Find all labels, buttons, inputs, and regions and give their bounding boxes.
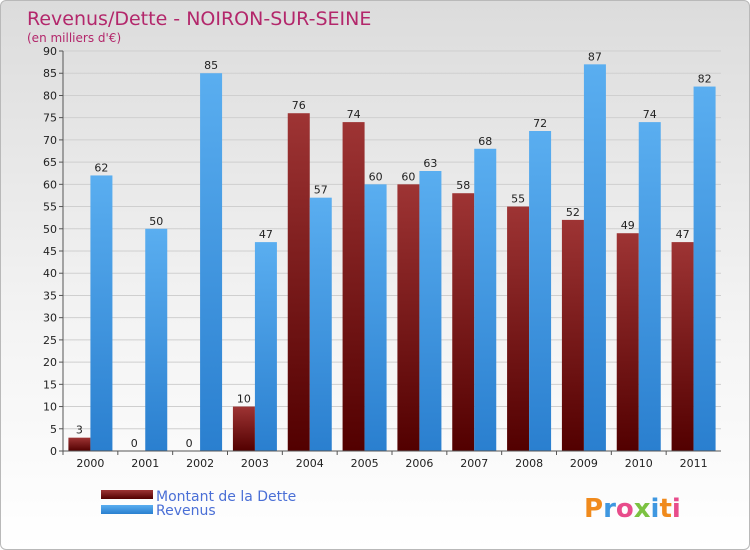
bar-dette bbox=[671, 242, 694, 451]
y-tick-label: 40 bbox=[43, 267, 57, 280]
x-tick-label: 2002 bbox=[186, 457, 214, 470]
y-tick-label: 35 bbox=[43, 289, 57, 302]
y-tick-label: 15 bbox=[43, 378, 57, 391]
y-tick-label: 45 bbox=[43, 245, 57, 258]
bars bbox=[68, 64, 716, 452]
x-tick-label: 2009 bbox=[570, 457, 598, 470]
data-label: 0 bbox=[131, 437, 138, 450]
data-label: 74 bbox=[347, 108, 361, 121]
bar-dette bbox=[287, 113, 310, 451]
data-label: 72 bbox=[533, 117, 547, 130]
chart-subtitle: (en milliers d'€) bbox=[27, 31, 121, 45]
bar-revenus bbox=[474, 148, 497, 451]
data-label: 55 bbox=[511, 193, 525, 206]
data-label: 57 bbox=[314, 184, 328, 197]
data-label: 58 bbox=[456, 179, 470, 192]
data-label: 0 bbox=[186, 437, 193, 450]
y-tick-label: 55 bbox=[43, 201, 57, 214]
legend-swatch-debt bbox=[101, 490, 153, 499]
x-tick-label: 2001 bbox=[131, 457, 159, 470]
bar-revenus bbox=[254, 242, 277, 451]
bar-revenus bbox=[638, 122, 661, 451]
y-tick-label: 75 bbox=[43, 112, 57, 125]
data-label: 47 bbox=[676, 228, 690, 241]
bar-revenus bbox=[145, 228, 168, 451]
data-label: 85 bbox=[204, 59, 218, 72]
bar-revenus bbox=[693, 86, 716, 452]
legend-label-debt: Montant de la Dette bbox=[156, 489, 296, 505]
bar-revenus bbox=[529, 131, 552, 451]
data-label: 68 bbox=[478, 135, 492, 148]
y-tick-label: 10 bbox=[43, 401, 57, 414]
x-tick-label: 2011 bbox=[680, 457, 708, 470]
bar-dette bbox=[342, 122, 365, 451]
bar-dette bbox=[561, 219, 584, 451]
x-tick-label: 2003 bbox=[241, 457, 269, 470]
x-axis-ticks: 2000 2001 2002 2003 2004 2005 2006 2007 2008 2009… bbox=[62, 451, 708, 470]
logo-letter: P bbox=[584, 494, 603, 524]
data-label: 82 bbox=[698, 73, 712, 86]
data-labels: 3 62 0 50 0 85 10 47 76 57 74 60 60 63 58 68 55 72 52 87 49 7… bbox=[76, 50, 712, 450]
logo-letter: t bbox=[659, 494, 671, 524]
logo-letter: x bbox=[634, 494, 651, 524]
legend: Montant de la Dette Revenus bbox=[101, 489, 296, 519]
x-tick-label: 2006 bbox=[405, 457, 433, 470]
y-tick-label: 70 bbox=[43, 134, 57, 147]
bar-dette bbox=[452, 193, 475, 451]
logo-letter: i bbox=[651, 494, 660, 524]
data-label: 60 bbox=[369, 170, 383, 183]
legend-swatch-revenus bbox=[101, 505, 153, 514]
data-label: 62 bbox=[94, 161, 108, 174]
data-label: 87 bbox=[588, 50, 602, 63]
data-label: 74 bbox=[643, 108, 657, 121]
bar-revenus bbox=[364, 184, 387, 452]
y-tick-label: 30 bbox=[43, 312, 57, 325]
y-tick-label: 60 bbox=[43, 178, 57, 191]
logo-letter: r bbox=[603, 494, 616, 524]
x-tick-label: 2008 bbox=[515, 457, 543, 470]
y-tick-label: 5 bbox=[50, 423, 57, 436]
x-tick-label: 2010 bbox=[625, 457, 653, 470]
y-tick-label: 85 bbox=[43, 67, 57, 80]
bar-revenus bbox=[419, 171, 442, 451]
data-label: 10 bbox=[237, 393, 251, 406]
y-tick-label: 50 bbox=[43, 223, 57, 236]
x-tick-label: 2004 bbox=[296, 457, 324, 470]
data-label: 63 bbox=[423, 157, 437, 170]
bar-dette bbox=[397, 184, 420, 452]
data-label: 49 bbox=[621, 219, 635, 232]
data-label: 76 bbox=[292, 99, 306, 112]
data-label: 47 bbox=[259, 228, 273, 241]
proxiti-logo: Proxiti bbox=[584, 494, 681, 524]
data-label: 3 bbox=[76, 424, 83, 437]
bar-revenus bbox=[309, 197, 332, 451]
bar-dette bbox=[507, 206, 530, 451]
bar-dette bbox=[232, 406, 255, 451]
x-tick-label: 2000 bbox=[76, 457, 104, 470]
bar-revenus bbox=[583, 64, 606, 452]
y-tick-label: 20 bbox=[43, 356, 57, 369]
legend-label-revenus: Revenus bbox=[156, 503, 216, 519]
x-tick-label: 2005 bbox=[351, 457, 379, 470]
data-label: 50 bbox=[149, 215, 163, 228]
bar-revenus bbox=[90, 175, 113, 451]
chart-title: Revenus/Dette - NOIRON-SUR-SEINE bbox=[27, 8, 371, 30]
logo-letter: o bbox=[616, 494, 634, 524]
bar-dette bbox=[68, 437, 91, 451]
y-tick-label: 80 bbox=[43, 89, 57, 102]
y-axis-ticks: 0 5 10 15 20 25 30 35 40 45 50 55 60 65 70 75 80 85 90 bbox=[43, 45, 63, 458]
bar-dette bbox=[616, 233, 639, 451]
bar-revenus bbox=[200, 73, 223, 451]
y-tick-label: 0 bbox=[50, 445, 57, 458]
grid-lines bbox=[63, 50, 721, 430]
y-tick-label: 65 bbox=[43, 156, 57, 169]
y-tick-label: 25 bbox=[43, 334, 57, 347]
data-label: 52 bbox=[566, 206, 580, 219]
data-label: 60 bbox=[401, 170, 415, 183]
y-tick-label: 90 bbox=[43, 45, 57, 58]
x-tick-label: 2007 bbox=[460, 457, 488, 470]
logo-letter: i bbox=[672, 494, 681, 524]
